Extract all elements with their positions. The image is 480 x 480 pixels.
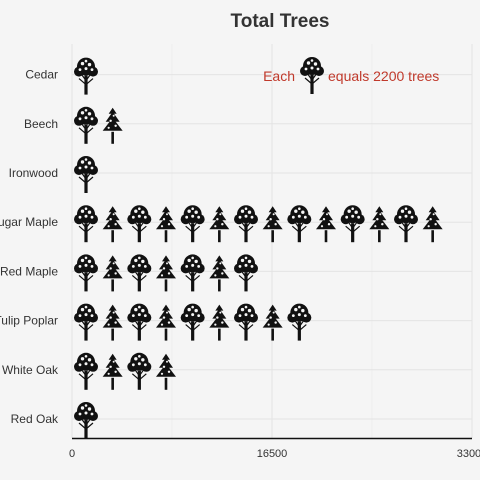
category-label-3: Sugar Maple	[0, 215, 58, 229]
tree-icon	[102, 304, 123, 341]
category-labels: Cedar Beech Ironwood Sugar Maple Red Maple Tu…	[0, 68, 59, 426]
tree-icon	[156, 206, 176, 243]
category-label-0: Cedar	[25, 68, 58, 82]
tree-icon	[209, 304, 230, 341]
x-tick-label-0: 0	[69, 448, 75, 460]
tree-icon	[180, 303, 206, 342]
category-label-5: Tulip Poplar	[0, 314, 58, 328]
tree-icon	[316, 206, 336, 243]
tree-icon	[393, 204, 419, 243]
legend-suffix: equals 2200 trees	[328, 68, 439, 84]
category-label-6: White Oak	[2, 363, 59, 377]
tree-icon	[286, 303, 312, 342]
bar-ironwood	[73, 155, 99, 194]
tree-icon	[286, 204, 312, 243]
tree-icon	[233, 204, 259, 243]
tree-icon	[340, 204, 366, 243]
tree-icon	[73, 352, 99, 391]
bar-sugar-maple	[73, 204, 443, 243]
tree-icon	[73, 106, 99, 145]
tree-icon	[102, 107, 123, 144]
bar-cedar	[73, 56, 99, 96]
tree-icon	[262, 206, 283, 243]
bar-beech	[73, 106, 123, 145]
tree-icon	[209, 206, 230, 243]
x-tick-label-1: 16500	[257, 448, 288, 460]
category-label-2: Ironwood	[9, 166, 58, 180]
tree-icon	[102, 255, 123, 292]
tree-icon	[73, 401, 99, 440]
tree-icon	[73, 204, 99, 243]
tree-icon	[73, 303, 99, 342]
x-axis-ticks: 0 16500 33000	[69, 448, 480, 460]
tree-icon	[233, 303, 259, 342]
legend-prefix: Each	[263, 68, 295, 84]
x-tick-label-2: 33000	[457, 448, 480, 460]
tree-icon	[102, 353, 123, 390]
tree-icon	[126, 352, 152, 391]
tree-icon	[156, 353, 176, 390]
category-label-7: Red Oak	[11, 412, 59, 426]
tree-icon	[126, 253, 152, 292]
tree-icon	[233, 253, 259, 292]
tree-icon	[422, 206, 443, 243]
tree-icon	[209, 255, 230, 292]
category-label-4: Red Maple	[0, 264, 58, 278]
tree-icon	[156, 255, 176, 292]
tree-icon	[180, 253, 206, 292]
tree-icon-partial	[102, 403, 113, 439]
bar-red-oak	[73, 401, 113, 440]
tree-icon	[180, 204, 206, 243]
tree-icon	[73, 253, 99, 292]
tree-icon	[156, 304, 176, 341]
legend-tree-icon	[299, 56, 325, 95]
tree-icon	[73, 56, 99, 96]
chart-legend: Each equals 2200 trees	[263, 56, 439, 95]
bar-tulip-poplar	[73, 303, 312, 342]
category-label-1: Beech	[24, 117, 58, 131]
bar-red-maple	[73, 253, 259, 292]
chart-title: Total Trees	[231, 11, 330, 32]
tree-icon	[126, 303, 152, 342]
tree-icon	[73, 155, 99, 194]
tree-icon	[102, 206, 123, 243]
tree-icon	[262, 304, 283, 341]
bar-white-oak	[73, 352, 176, 391]
tree-icon	[126, 204, 152, 243]
pictograph-rows	[73, 56, 443, 440]
